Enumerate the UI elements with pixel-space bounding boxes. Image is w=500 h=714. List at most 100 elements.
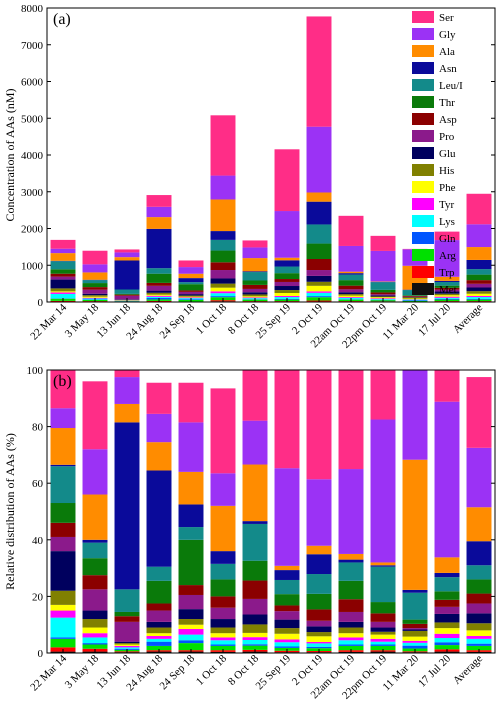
bar-segment-b-arg-22pm-oct-19 bbox=[370, 645, 396, 651]
bar-segment-a-asp-22pm-oct-19 bbox=[370, 292, 396, 295]
bar-segment-a-leu-i-13-jun-18 bbox=[114, 289, 140, 294]
bar-segment-b-ala-25-sep-19 bbox=[274, 565, 300, 571]
bar-segment-b-gly-24-aug-18 bbox=[146, 413, 172, 443]
bar-segment-b-asp-24-sep-18 bbox=[178, 585, 204, 595]
bar-segment-a-pro-2-oct-19 bbox=[306, 270, 332, 276]
bar-segment-b-leu-i-1-oct-18 bbox=[210, 563, 236, 580]
bar-segment-b-phe-3-may-18 bbox=[82, 627, 108, 634]
bar-segment-b-ser-22am-oct-19 bbox=[338, 370, 364, 470]
bar-segment-a-asp-22-mar-14 bbox=[50, 273, 76, 277]
bar-segment-a-gln-1-oct-18 bbox=[210, 296, 236, 298]
bar-segment-a-ala-1-oct-18 bbox=[210, 199, 236, 232]
bar-segment-b-pro-25-sep-19 bbox=[274, 611, 300, 620]
legend-label-asn: Asn bbox=[439, 63, 457, 75]
bar-segment-a-ala-22-mar-14 bbox=[50, 253, 76, 261]
legend-label-ala: Ala bbox=[439, 46, 455, 58]
legend-swatch-ala bbox=[412, 45, 434, 57]
panel-label-a: (a) bbox=[53, 11, 71, 28]
bar-segment-b-gln-22-mar-14 bbox=[50, 637, 76, 639]
bar-segment-a-phe-17-jul-20 bbox=[434, 295, 460, 297]
bar-segment-b-asn-24-aug-18 bbox=[146, 470, 172, 567]
bar-segment-b-phe-11-mar-20 bbox=[402, 636, 428, 641]
bar-segment-b-ala-24-aug-18 bbox=[146, 442, 172, 471]
panel-a-concentration-chart: 0 1000 2000 3000 4000 5000 6000 7000 8000 22 Mar … bbox=[3, 3, 496, 351]
x-tick-label-b-17-jul-20: 17 Jul 20 bbox=[416, 652, 453, 689]
bar-segment-a-asp-13-jun-18 bbox=[114, 294, 140, 296]
bar-segment-a-tyr-24-aug-18 bbox=[146, 295, 172, 297]
legend-label-gly: Gly bbox=[439, 29, 456, 41]
bar-segment-b-tyr-22-mar-14 bbox=[50, 610, 76, 618]
bar-segment-a-ala-17-jul-20 bbox=[434, 276, 460, 281]
legend-swatch-his bbox=[412, 164, 434, 176]
legend-label-lys: Lys bbox=[439, 216, 455, 228]
legend-label-phe: Phe bbox=[439, 182, 456, 194]
bar-segment-a-glu-average bbox=[466, 287, 492, 292]
bar-segment-a-leu-i-average bbox=[466, 269, 492, 275]
bar-segment-a-gly-24-sep-18 bbox=[178, 267, 204, 274]
bar-segment-b-lys-24-aug-18 bbox=[146, 638, 172, 642]
bar-segment-a-ser-25-sep-19 bbox=[274, 149, 300, 212]
bar-segment-b-pro-1-oct-18 bbox=[210, 607, 236, 620]
bar-segment-a-ser-1-oct-18 bbox=[210, 115, 236, 176]
bar-segment-b-leu-i-24-sep-18 bbox=[178, 527, 204, 540]
bar-segment-a-ser-2-oct-19 bbox=[306, 16, 332, 127]
bar-segment-a-glu-8-oct-18 bbox=[242, 292, 268, 295]
bar-segment-b-phe-24-sep-18 bbox=[178, 624, 204, 629]
bar-segment-b-asp-13-jun-18 bbox=[114, 616, 140, 622]
bar-segment-a-ser-24-sep-18 bbox=[178, 260, 204, 268]
bar-segment-b-leu-i-24-aug-18 bbox=[146, 566, 172, 581]
bar-segment-b-gly-8-oct-18 bbox=[242, 420, 268, 465]
bar-segment-a-phe-25-sep-19 bbox=[274, 293, 300, 296]
bar-segment-b-his-24-aug-18 bbox=[146, 627, 172, 634]
y-tick-label-a-3000: 3000 bbox=[21, 187, 44, 199]
bar-segment-a-phe-average bbox=[466, 293, 492, 296]
bar-segment-b-ala-3-may-18 bbox=[82, 494, 108, 540]
bar-segment-b-asn-average bbox=[466, 541, 492, 566]
bar-segment-b-glu-1-oct-18 bbox=[210, 619, 236, 628]
bar-segment-a-asn-1-oct-18 bbox=[210, 231, 236, 240]
bar-segment-b-tyr-11-mar-20 bbox=[402, 640, 428, 643]
bar-segment-a-asp-1-oct-18 bbox=[210, 262, 236, 271]
bar-segment-b-asp-average bbox=[466, 593, 492, 604]
bar-segment-a-his-average bbox=[466, 291, 492, 294]
bar-segment-a-leu-i-3-may-18 bbox=[82, 280, 108, 284]
bar-segment-a-asn-17-jul-20 bbox=[434, 280, 460, 282]
bar-segment-a-phe-22pm-oct-19 bbox=[370, 297, 396, 299]
bar-segment-b-asp-22pm-oct-19 bbox=[370, 613, 396, 622]
bar-segment-b-gly-24-sep-18 bbox=[178, 422, 204, 472]
bar-segment-b-asp-17-jul-20 bbox=[434, 599, 460, 607]
bar-segment-b-gln-17-jul-20 bbox=[434, 642, 460, 646]
bar-segment-a-gly-3-may-18 bbox=[82, 264, 108, 273]
x-tick-label-b-1-oct-18: 1 Oct 18 bbox=[194, 652, 230, 688]
legend-label-pro: Pro bbox=[439, 131, 455, 143]
bar-segment-b-leu-i-17-jul-20 bbox=[434, 577, 460, 592]
bar-segment-b-ser-2-oct-19 bbox=[306, 370, 332, 480]
bar-segment-b-ala-17-jul-20 bbox=[434, 557, 460, 573]
legend-swatch-pro bbox=[412, 130, 434, 142]
plot-frame-b bbox=[46, 369, 496, 654]
bar-segment-b-ser-13-jun-18 bbox=[114, 370, 140, 378]
bar-segment-a-thr-3-may-18 bbox=[82, 283, 108, 288]
panel-label-b: (b) bbox=[53, 373, 72, 390]
bar-segment-b-his-22-mar-14 bbox=[50, 590, 76, 605]
bar-segment-a-thr-8-oct-18 bbox=[242, 280, 268, 285]
bar-segment-b-phe-8-oct-18 bbox=[242, 632, 268, 638]
bar-segment-b-arg-17-jul-20 bbox=[434, 645, 460, 650]
bar-segment-b-glu-24-aug-18 bbox=[146, 621, 172, 628]
bar-segment-b-pro-13-jun-18 bbox=[114, 621, 140, 642]
bar-segment-b-leu-i-11-mar-20 bbox=[402, 592, 428, 620]
bar-segment-b-gly-22am-oct-19 bbox=[338, 469, 364, 554]
y-tick-label-b-0: 0 bbox=[38, 648, 44, 660]
bar-segment-b-tyr-8-oct-18 bbox=[242, 637, 268, 640]
bar-segment-b-tyr-22pm-oct-19 bbox=[370, 638, 396, 642]
bar-segment-b-glu-8-oct-18 bbox=[242, 614, 268, 625]
bar-segment-b-leu-i-3-may-18 bbox=[82, 542, 108, 559]
bar-segment-a-leu-i-22am-oct-19 bbox=[338, 274, 364, 281]
bar-segment-a-lys-24-aug-18 bbox=[146, 296, 172, 298]
bar-segment-b-gly-22pm-oct-19 bbox=[370, 419, 396, 563]
bar-segment-a-asn-average bbox=[466, 259, 492, 270]
bar-segment-b-gln-22pm-oct-19 bbox=[370, 644, 396, 646]
x-tick-label-b-24-sep-18: 24 Sep 18 bbox=[158, 652, 198, 692]
x-tick-label-a-25-sep-19: 25 Sep 19 bbox=[254, 301, 294, 341]
bar-segment-a-phe-2-oct-19 bbox=[306, 285, 332, 292]
